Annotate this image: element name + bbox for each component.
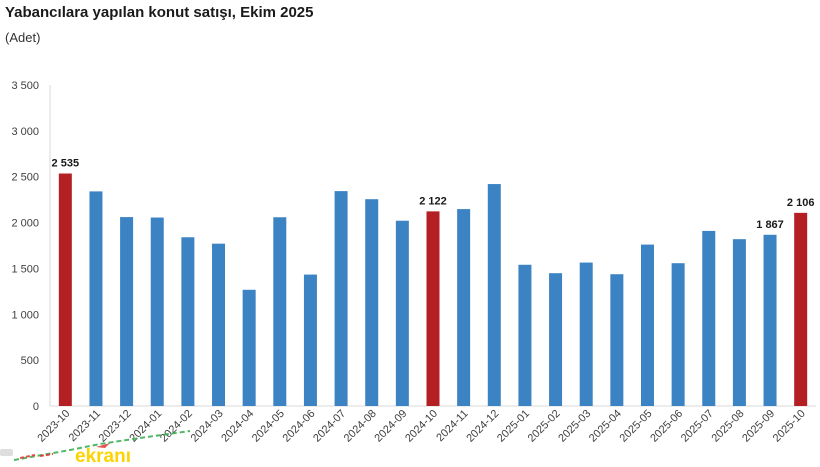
bar-value-label: 2 535 xyxy=(52,158,80,170)
y-tick-label: 3 500 xyxy=(11,80,39,92)
watermark-arrow-icon xyxy=(96,443,110,448)
y-tick-label: 500 xyxy=(21,355,39,367)
bar-2023-12 xyxy=(120,217,134,406)
bar-2025-02 xyxy=(549,273,563,406)
bar-2025-07 xyxy=(702,230,716,406)
bar-2024-04 xyxy=(242,289,256,406)
x-tick-label: 2023-11 xyxy=(67,408,103,444)
x-tick-label: 2025-01 xyxy=(495,408,532,445)
watermark-text: ekranı xyxy=(75,446,131,467)
bar-2025-01 xyxy=(518,264,532,406)
watermark-logo-fragment xyxy=(0,449,13,456)
x-tick-label: 2024-10 xyxy=(403,408,440,445)
bar-2023-10 xyxy=(58,173,72,406)
x-tick-label: 2024-11 xyxy=(434,408,470,444)
y-tick-label: 3 000 xyxy=(11,126,39,138)
chart-unit-label: (Adet) xyxy=(5,30,41,45)
x-tick-label: 2024-08 xyxy=(342,408,379,445)
x-tick-label: 2024-09 xyxy=(372,408,409,445)
x-tick-label: 2024-06 xyxy=(281,408,318,445)
bar-2025-10 xyxy=(794,212,808,406)
bar-2025-05 xyxy=(640,244,654,406)
watermark-red-dashes-icon xyxy=(19,453,54,459)
bar-2024-10 xyxy=(426,211,440,406)
x-tick-label: 2025-07 xyxy=(679,408,716,445)
x-tick-label: 2024-04 xyxy=(219,408,256,445)
chart-title: Yabancılara yapılan konut satışı, Ekim 2… xyxy=(5,4,314,21)
x-tick-label: 2024-05 xyxy=(250,408,287,445)
bar-2024-07 xyxy=(334,191,348,406)
x-tick-label: 2025-09 xyxy=(740,408,777,445)
x-tick-label: 2025-03 xyxy=(556,408,593,445)
bar-2025-03 xyxy=(579,262,593,406)
bar-value-label: 1 867 xyxy=(756,219,784,231)
x-tick-label: 2025-10 xyxy=(771,408,808,445)
bar-2023-11 xyxy=(89,191,103,406)
x-tick-label: 2025-06 xyxy=(648,408,685,445)
x-tick-label: 2024-02 xyxy=(158,408,195,445)
y-tick-label: 1 500 xyxy=(11,263,39,275)
bar-2024-03 xyxy=(212,243,226,406)
bar-2024-02 xyxy=(181,237,195,406)
bar-2024-05 xyxy=(273,217,287,406)
bar-value-label: 2 122 xyxy=(419,195,447,207)
y-tick-label: 0 xyxy=(33,401,39,413)
x-tick-label: 2025-08 xyxy=(709,408,746,445)
y-tick-label: 1 000 xyxy=(11,309,39,321)
bar-2025-06 xyxy=(671,263,685,406)
bar-2025-04 xyxy=(610,274,624,406)
bar-2024-09 xyxy=(395,220,409,406)
x-tick-label: 2025-02 xyxy=(526,408,563,445)
x-tick-label: 2023-10 xyxy=(35,408,72,445)
x-tick-label: 2024-07 xyxy=(311,408,348,445)
bar-2025-08 xyxy=(732,239,746,406)
watermark-trend-line-icon xyxy=(13,430,191,461)
bar-2024-08 xyxy=(365,199,379,406)
bar-2025-09 xyxy=(763,234,777,406)
bar-2024-06 xyxy=(303,274,317,406)
bar-2024-01 xyxy=(150,217,164,406)
x-tick-label: 2024-03 xyxy=(189,408,226,445)
x-tick-label: 2025-04 xyxy=(587,408,624,445)
bar-2024-12 xyxy=(487,184,501,406)
x-tick-label: 2024-12 xyxy=(464,408,501,445)
y-tick-label: 2 000 xyxy=(11,218,39,230)
x-tick-label: 2025-05 xyxy=(618,408,655,445)
y-tick-label: 2 500 xyxy=(11,172,39,184)
bar-2024-11 xyxy=(457,209,471,406)
bar-value-label: 2 106 xyxy=(787,197,815,209)
